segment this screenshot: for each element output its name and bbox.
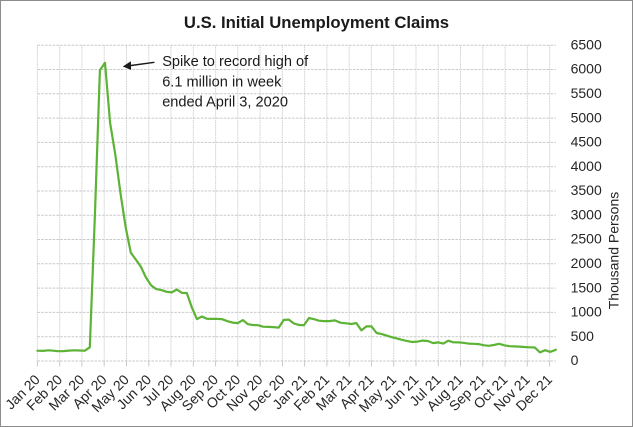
svg-text:4500: 4500 <box>571 134 602 150</box>
svg-text:U.S. Initial Unemployment Clai: U.S. Initial Unemployment Claims <box>184 13 449 32</box>
svg-text:ended April 3, 2020: ended April 3, 2020 <box>162 95 288 111</box>
svg-text:5500: 5500 <box>571 85 602 101</box>
svg-text:Spike to record high of: Spike to record high of <box>162 54 309 70</box>
svg-text:3000: 3000 <box>571 206 602 222</box>
svg-text:2500: 2500 <box>571 231 602 247</box>
svg-text:6.1 million in week: 6.1 million in week <box>162 74 282 90</box>
svg-text:6500: 6500 <box>571 36 602 52</box>
svg-text:1500: 1500 <box>571 279 602 295</box>
svg-text:2000: 2000 <box>571 255 602 271</box>
svg-text:4000: 4000 <box>571 158 602 174</box>
svg-text:500: 500 <box>571 328 595 344</box>
svg-text:3500: 3500 <box>571 182 602 198</box>
svg-text:0: 0 <box>571 352 579 368</box>
svg-text:5000: 5000 <box>571 109 602 125</box>
svg-text:6000: 6000 <box>571 61 602 77</box>
svg-text:Thousand Persons: Thousand Persons <box>606 192 622 310</box>
svg-text:1000: 1000 <box>571 304 602 320</box>
